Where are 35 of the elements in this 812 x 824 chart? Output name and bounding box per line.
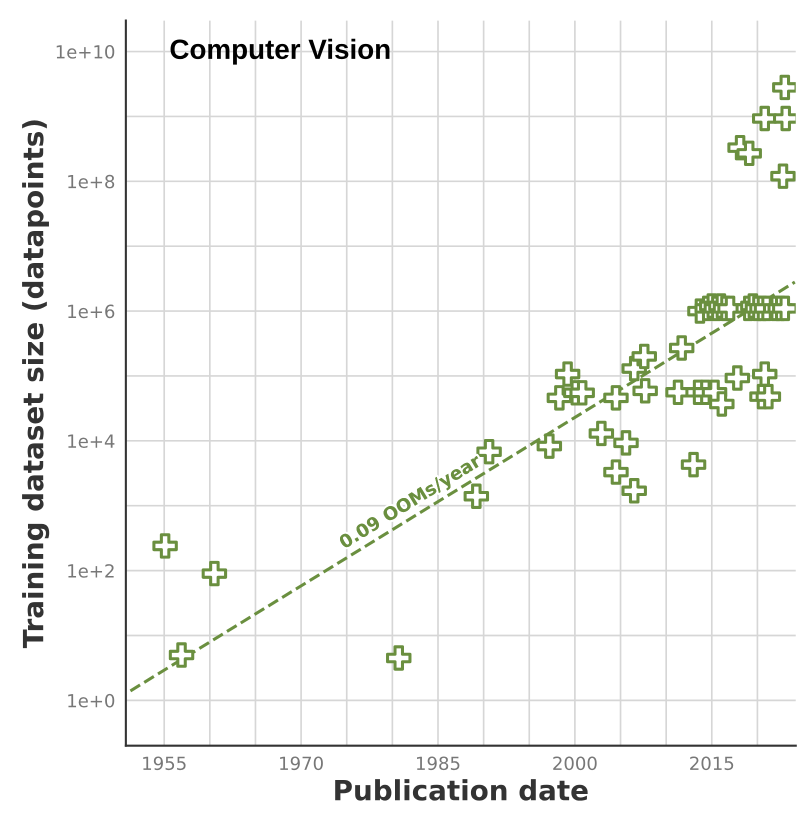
y-tick-label: 1e+10 bbox=[56, 45, 114, 59]
point bbox=[386, 645, 412, 671]
point bbox=[770, 163, 796, 189]
point bbox=[736, 140, 762, 166]
point bbox=[554, 361, 580, 387]
point bbox=[569, 380, 595, 406]
point bbox=[680, 452, 706, 478]
x-tick-label: 2000 bbox=[553, 756, 597, 770]
y-tick-label: 1e+6 bbox=[68, 304, 114, 318]
point bbox=[724, 365, 750, 391]
point bbox=[603, 385, 629, 411]
text: Computer Vision bbox=[170, 38, 390, 65]
point bbox=[621, 478, 647, 504]
point bbox=[536, 433, 562, 459]
y-tick-label: 1e+0 bbox=[68, 694, 114, 708]
point bbox=[668, 335, 694, 361]
x-tick-label: 1985 bbox=[417, 756, 460, 770]
y-tick-label: 1e+4 bbox=[68, 434, 114, 448]
point bbox=[613, 430, 639, 456]
point bbox=[202, 560, 228, 586]
point bbox=[588, 420, 614, 446]
y-axis-title: Training dataset size (datapoints) bbox=[22, 120, 50, 648]
x-tick-label: 1970 bbox=[280, 756, 323, 770]
point bbox=[632, 344, 657, 370]
point bbox=[756, 384, 782, 410]
y-tick-label: 1e+2 bbox=[68, 564, 114, 578]
x-axis-title: Publication date bbox=[335, 779, 588, 801]
point bbox=[152, 533, 178, 559]
point bbox=[603, 459, 629, 485]
point bbox=[709, 391, 735, 417]
x-tick-label: 1955 bbox=[143, 756, 186, 770]
point bbox=[632, 378, 658, 404]
x-tick-label: 2015 bbox=[690, 756, 734, 770]
y-tick-label: 1e+8 bbox=[68, 174, 114, 188]
point bbox=[168, 642, 194, 668]
